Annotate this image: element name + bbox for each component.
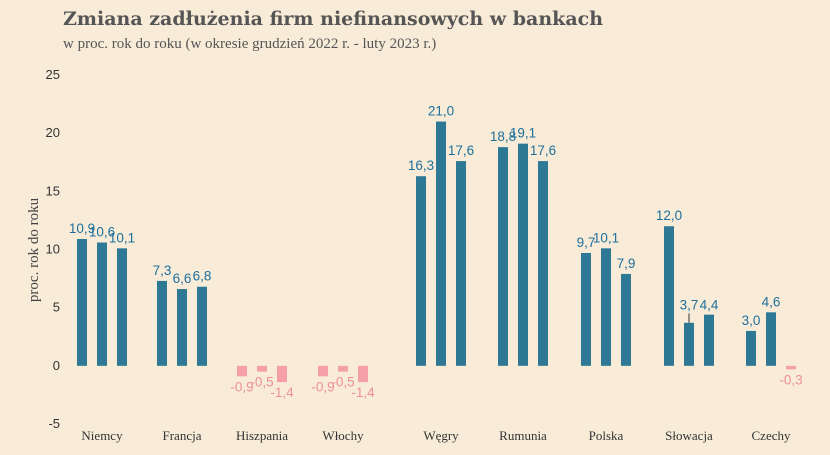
category-label: Słowacja (665, 428, 713, 443)
bar (538, 161, 548, 366)
bar (157, 280, 167, 366)
data-label: 10,6 (89, 225, 115, 240)
bars (77, 121, 796, 383)
chart-title: Zmiana zadłużenia firm niefinansowych w … (63, 8, 604, 30)
data-label: -1,4 (351, 385, 375, 400)
data-label: 10,9 (69, 221, 95, 236)
y-tick-label: 20 (46, 125, 60, 140)
data-label: 12,0 (656, 208, 682, 223)
category-label: Rumunia (499, 428, 547, 443)
data-label: 19,1 (510, 126, 536, 141)
category-label: Węgry (423, 428, 459, 443)
bar (77, 239, 87, 366)
category-label: Niemcy (81, 428, 123, 443)
bar (498, 147, 508, 366)
data-label: -0,3 (779, 372, 802, 387)
y-tick-label: 0 (53, 358, 60, 373)
bar (177, 289, 187, 366)
bar (601, 248, 611, 366)
y-tick-label: -5 (48, 416, 60, 431)
data-label: 16,3 (408, 158, 434, 173)
bar (704, 314, 714, 366)
category-label: Polska (589, 428, 624, 443)
data-label: -0,5 (331, 375, 354, 390)
data-label: 18,8 (490, 129, 516, 144)
y-axis-ticks: -5 0 5 10 15 20 25 (46, 67, 60, 431)
bar (117, 248, 127, 366)
bar (746, 330, 756, 366)
y-tick-label: 15 (46, 183, 60, 198)
bar (338, 365, 348, 372)
data-label: 7,9 (617, 256, 636, 271)
data-label: -0,9 (311, 379, 334, 394)
category-labels: Niemcy Francja Hiszpania Włochy Węgry Rumunia… (81, 428, 791, 443)
data-label: -0,9 (230, 379, 253, 394)
category-label: Francja (163, 428, 202, 443)
bar (581, 252, 591, 366)
bar (786, 365, 796, 370)
bar (621, 273, 631, 366)
data-label: 4,4 (700, 297, 719, 312)
bar (664, 226, 674, 366)
data-label: 4,6 (762, 294, 781, 309)
y-tick-label: 25 (46, 67, 60, 82)
category-label: Hiszpania (236, 428, 288, 443)
data-label: 6,8 (193, 269, 212, 284)
data-label: 7,3 (153, 263, 172, 278)
data-label: 3,7 (680, 297, 699, 312)
data-label: -1,4 (270, 385, 294, 400)
bar (237, 365, 247, 377)
data-labels: 10,910,610,17,36,6 6,8-0,9-0,5-1,4 -0,9-0,… (69, 104, 803, 401)
bar (97, 242, 107, 366)
data-label: 10,1 (109, 230, 135, 245)
category-label: Czechy (752, 428, 791, 443)
data-label: 21,0 (428, 104, 454, 119)
category-label: Włochy (322, 428, 364, 443)
data-label: 3,0 (742, 313, 761, 328)
y-axis-label: proc. rok do roku (26, 197, 42, 302)
data-label: 10,1 (593, 230, 619, 245)
bar (518, 143, 528, 366)
data-label: -0,5 (250, 375, 273, 390)
bar (318, 365, 328, 377)
data-label: 17,6 (530, 143, 556, 158)
data-label: 6,6 (173, 271, 192, 286)
bar (358, 365, 368, 383)
data-label: 17,6 (448, 143, 474, 158)
bar (416, 176, 426, 366)
y-tick-label: 5 (53, 300, 60, 315)
bar (277, 365, 287, 383)
data-label: 9,7 (577, 235, 596, 250)
bar (257, 365, 267, 372)
bar (456, 161, 466, 366)
chart-subtitle: w proc. rok do roku (w okresie grudzień … (63, 36, 437, 52)
bar (197, 286, 207, 366)
bar (766, 312, 776, 366)
bar (436, 121, 446, 366)
y-tick-label: 10 (46, 242, 60, 257)
bar (684, 322, 694, 366)
